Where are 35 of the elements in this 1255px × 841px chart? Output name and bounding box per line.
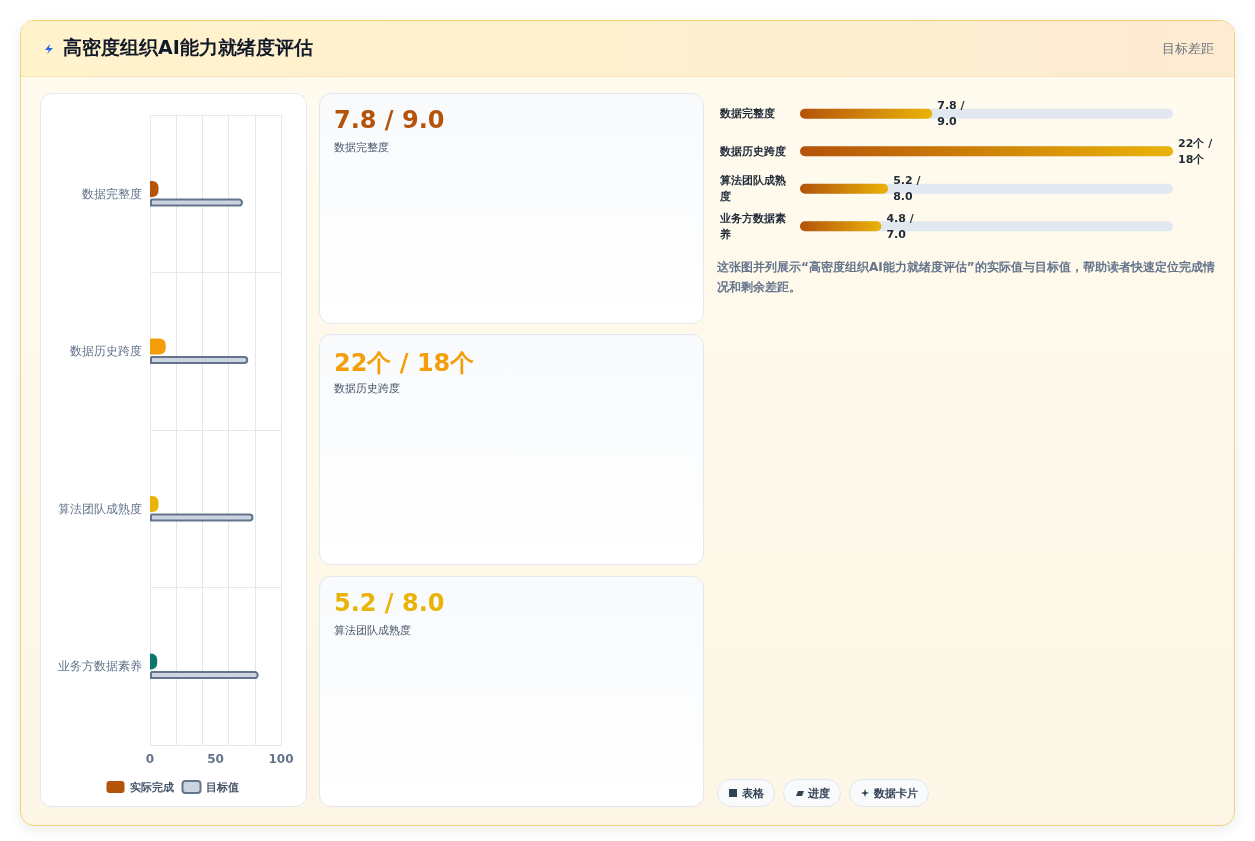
y-tick-label: 数据历史跨度 xyxy=(719,144,786,158)
data-label: 22个 / 18个 xyxy=(1178,136,1214,166)
text: 22个 / 18个 xyxy=(334,348,475,379)
text: 表格 xyxy=(742,785,764,801)
x-tick-label: 0 xyxy=(145,752,155,766)
y-tick-label: 数据完整度 xyxy=(719,107,775,121)
y-tick-label: 算法团队成熟度 xyxy=(58,501,142,516)
bar xyxy=(150,198,244,207)
bar xyxy=(150,356,249,365)
data-label: 7.8 / 9.0 xyxy=(937,99,966,129)
text: 高密度组织AI能力就绪度评估 xyxy=(63,35,313,60)
legend-label: 实际完成 xyxy=(129,780,174,794)
y-tick-label: 业务方数据素养 xyxy=(719,211,786,241)
text: 5.2 / 8.0 xyxy=(334,589,445,617)
y-tick-label: 数据完整度 xyxy=(82,186,142,201)
text: 算法团队成熟度 xyxy=(334,623,411,638)
text: 这张图并列展示“高密度组织AI能力就绪度评估”的实际值与目标值，帮助读者快速定位完成情况和剩余差距。 xyxy=(717,259,1216,296)
bar xyxy=(150,671,259,680)
text: 进度 xyxy=(808,785,830,801)
bar xyxy=(150,513,254,522)
text: 7.8 / 9.0 xyxy=(334,106,445,134)
text: 数据完整度 xyxy=(334,140,389,155)
y-tick-label: 数据历史跨度 xyxy=(70,344,142,359)
text: 数据历史跨度 xyxy=(334,381,400,396)
data-label: 5.2 / 8.0 xyxy=(893,174,922,204)
text: 数据卡片 xyxy=(874,785,918,801)
data-label: 4.8 / 7.0 xyxy=(886,211,915,241)
bar xyxy=(800,183,889,194)
legend-label: 目标值 xyxy=(205,780,239,794)
x-tick-label: 50 xyxy=(207,752,224,766)
y-tick-label: 算法团队成熟度 xyxy=(719,174,786,204)
x-tick-label: 100 xyxy=(268,752,294,766)
text: 目标差距 xyxy=(1162,40,1214,58)
bar xyxy=(800,221,882,232)
y-tick-label: 业务方数据素养 xyxy=(58,659,142,674)
